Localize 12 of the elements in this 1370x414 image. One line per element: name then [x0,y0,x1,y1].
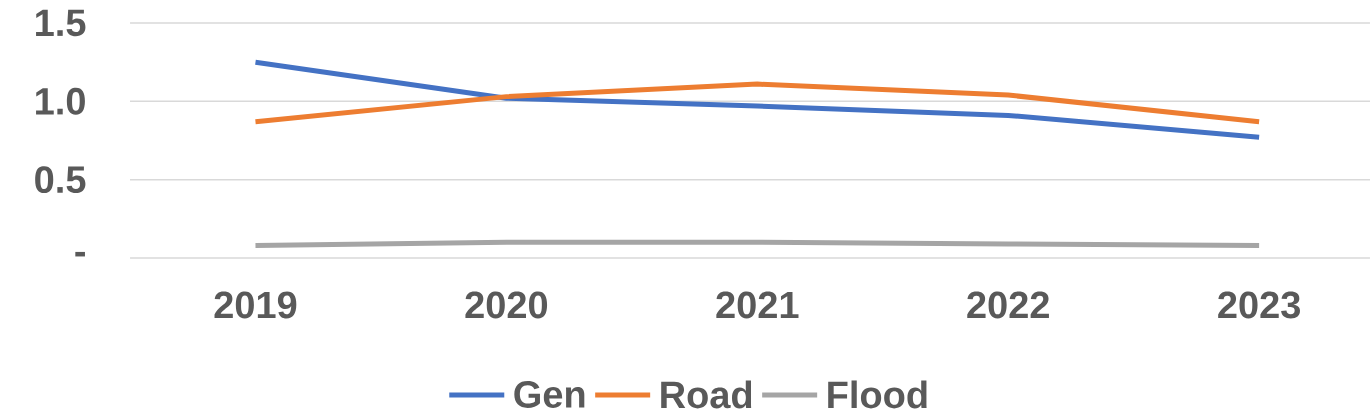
x-tick-label: 2023 [1218,291,1300,319]
y-tick-label: 1.5 [36,9,86,37]
y-tick-label: - [75,251,85,257]
legend-label: Road [661,380,752,409]
y-tick-label: 1.0 [36,87,85,115]
x-tick-label: 2022 [967,291,1049,319]
legend-label: Gen [514,380,585,408]
x-tick-label: 2019 [214,291,297,319]
legend-label: Flood [828,380,927,409]
y-tick-label: 0.5 [35,166,86,194]
x-tick-label: 2020 [465,291,548,319]
x-tick-label: 2021 [716,291,799,319]
